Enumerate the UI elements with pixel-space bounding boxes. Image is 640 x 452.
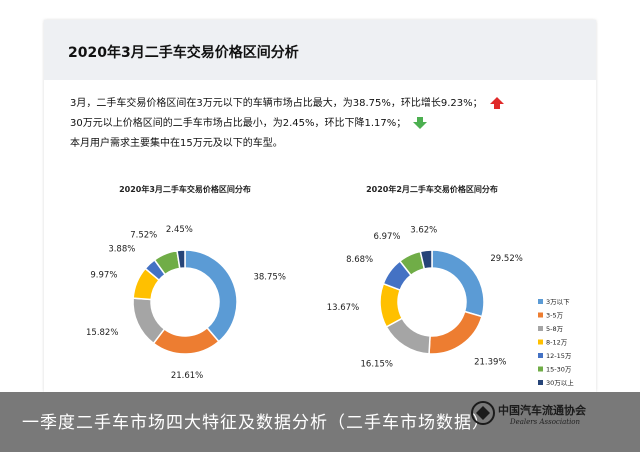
data-label: 21.61% <box>171 371 203 381</box>
donut-slice <box>152 326 220 355</box>
logo-name: 中国汽车流通协会 <box>498 404 586 417</box>
report-slide: 2020年3月二手车交易价格区间分析 3月，二手车交易价格区间在3万元以下的车辆… <box>44 20 596 392</box>
logo-subtitle: Dealers Association <box>510 418 581 426</box>
summary-line-3: 本月用户需求主要集中在15万元及以下的车型。 <box>70 134 590 154</box>
legend-swatch <box>538 312 543 318</box>
logo-mark-icon <box>471 401 495 425</box>
donut-slice <box>431 249 485 318</box>
data-label: 38.75% <box>253 273 285 283</box>
donut-charts: 2020年3月二手车交易价格区间分布 38.75% 21.61% 15.82% 9.97… <box>86 184 574 387</box>
up-arrow-icon <box>489 97 504 109</box>
legend-swatch <box>538 353 543 358</box>
title-band: 2020年3月二手车交易价格区间分析 <box>44 20 596 80</box>
legend-swatch <box>538 339 543 345</box>
legend-swatch <box>538 299 543 304</box>
summary-line-1: 3月，二手车交易价格区间在3万元以下的车辆市场占比最大，为38.75%，环比增长… <box>70 94 590 114</box>
data-label: 3.62% <box>410 225 437 235</box>
legend-label: 12-15万 <box>546 352 572 360</box>
donut-slice <box>176 249 186 270</box>
data-label: 13.67% <box>327 303 359 313</box>
legend-swatch <box>538 380 543 385</box>
legend-label: 8-12万 <box>546 339 568 347</box>
legend-swatch <box>538 366 543 372</box>
chart-title: 2020年2月二手车交易价格区间分布 <box>366 184 498 194</box>
summary-line-2: 30万元以上价格区间的二手车市场占比最小，为2.45%，环比下降1.17%； <box>70 114 590 134</box>
bottom-banner: 一季度二手车市场四大特征及数据分析（二手车市场数据） 中国汽车流通协会 Deal… <box>0 392 640 452</box>
data-label: 6.97% <box>373 232 400 242</box>
summary-line-2-text: 30万元以上价格区间的二手车市场占比最小，为2.45%，环比下降1.17%； <box>70 118 407 129</box>
donut-slice <box>184 249 238 343</box>
data-label: 9.97% <box>90 270 117 280</box>
legend-swatch <box>538 326 543 331</box>
data-label: 29.52% <box>490 254 522 264</box>
legend-label: 30万以上 <box>546 378 574 387</box>
data-label: 7.52% <box>130 230 157 240</box>
data-label: 21.39% <box>474 358 506 368</box>
legend-label: 5-8万 <box>546 325 564 333</box>
summary-line-3-text: 本月用户需求主要集中在15万元及以下的车型。 <box>70 138 283 149</box>
legend-label: 3-5万 <box>546 312 564 320</box>
data-label: 3.88% <box>108 245 135 255</box>
summary-text: 3月，二手车交易价格区间在3万元以下的车辆市场占比最大，为38.75%，环比增长… <box>70 94 590 154</box>
legend-label: 3万以下 <box>546 298 570 306</box>
caption: 一季度二手车市场四大特征及数据分析（二手车市场数据） <box>22 413 490 433</box>
legend-label: 15-30万 <box>546 366 572 374</box>
data-label: 2.45% <box>166 225 193 235</box>
down-arrow-icon <box>413 117 428 129</box>
donut-slice <box>419 249 433 270</box>
data-label: 16.15% <box>361 360 393 370</box>
data-label: 15.82% <box>86 328 118 338</box>
page-title: 2020年3月二手车交易价格区间分析 <box>68 45 299 61</box>
data-label: 8.68% <box>346 255 373 265</box>
chart-title: 2020年3月二手车交易价格区间分布 <box>119 184 251 194</box>
summary-line-1-text: 3月，二手车交易价格区间在3万元以下的车辆市场占比最大，为38.75%，环比增长… <box>70 98 483 109</box>
association-logo: 中国汽车流通协会 Dealers Association <box>470 400 600 438</box>
donut-slice <box>428 310 483 355</box>
